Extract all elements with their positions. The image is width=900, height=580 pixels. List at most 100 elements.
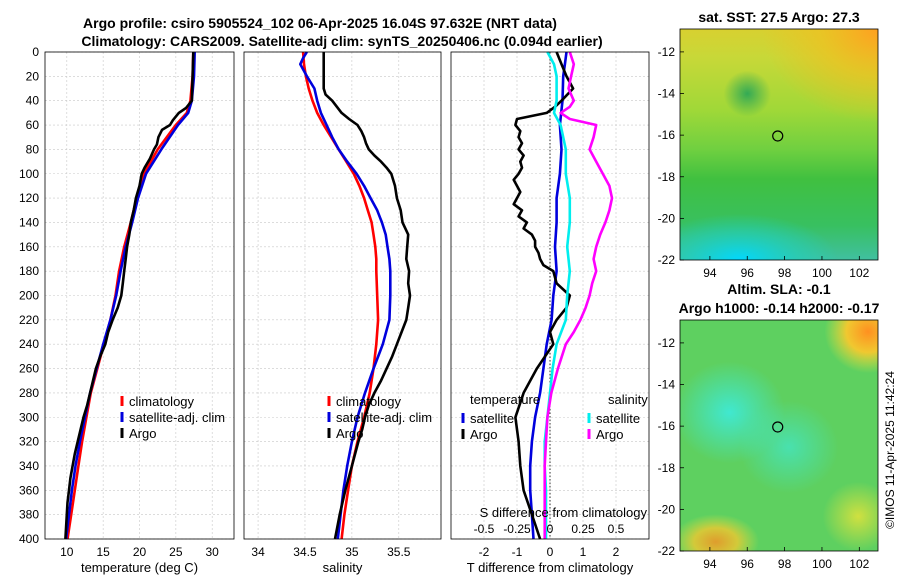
depth-tick-label: 20 [26,69,40,83]
series-line-t-argo [512,51,575,540]
legend-label: climatology [129,394,195,409]
lon-tick-label: 94 [703,266,717,280]
high-sla-region [824,320,878,374]
x-axis-label: temperature (deg C) [81,560,198,575]
lon-tick-label: 102 [849,557,869,571]
legend-label: Argo [129,426,156,441]
lat-tick-label: -20 [658,211,676,225]
depth-tick-label: 100 [19,167,39,181]
depth-tick-label: 0 [32,45,39,59]
depth-tick-label: 260 [19,362,39,376]
lat-tick-label: -20 [658,502,676,516]
x-tick-label: 20 [133,545,147,559]
lon-tick-label: 94 [703,557,717,571]
lon-tick-label: 102 [849,266,869,280]
depth-tick-label: 320 [19,435,39,449]
depth-tick-label: 180 [19,264,39,278]
map-frame [679,28,879,261]
plot-frame [450,51,650,540]
depth-tick-label: 80 [26,142,40,156]
x-tick-label: 35.5 [387,545,411,559]
top-x-tick-label: -0.25 [503,522,531,536]
depth-tick-label: 220 [19,313,39,327]
argo-float-marker [772,421,784,433]
x-tick-label: -2 [479,545,490,559]
depth-tick-label: 380 [19,508,39,522]
lon-tick-label: 98 [778,266,792,280]
profile-panels: 0204060801001201401601802002202402602803… [19,45,650,575]
low-sla-region [739,400,839,494]
x-tick-label: 34 [251,545,265,559]
legend-label: Argo [470,427,497,442]
high-sla-region [822,481,878,551]
panel-salinity: 34 34.5 35 35.5 salinity climatologysatellite… [243,51,442,575]
top-x-tick-label: -0.5 [474,522,495,536]
lat-tick-label: -22 [658,253,676,267]
legend-label: satellite [470,411,514,426]
plot-frame [243,51,442,540]
depth-tick-label: 240 [19,337,39,351]
plot-frame [44,51,235,540]
top-x-tick-label: 0 [547,522,554,536]
depth-tick-label: 160 [19,240,39,254]
top-x-tick-label: 0.5 [608,522,625,536]
cool-eddy [723,70,772,117]
sla-map: 94 96 98 100 102 -12 -14 -16 -18 -20 -22 [658,319,879,571]
map-frame [679,319,879,552]
warm-region [749,29,878,133]
depth-tick-label: 300 [19,410,39,424]
lat-tick-label: -14 [658,378,676,392]
x-tick-label: 34.5 [293,545,317,559]
x-tick-label: 15 [96,545,110,559]
x-axis-label: T difference from climatology [467,560,634,575]
depth-tick-label: 40 [26,94,40,108]
depth-tick-label: 120 [19,191,39,205]
lat-tick-label: -18 [658,461,676,475]
depth-tick-label: 360 [19,483,39,497]
legend-label: satellite [596,411,640,426]
legend-label: satellite-adj. clim [336,410,432,425]
series-line-argo [322,52,412,540]
top-x-tick-label: 0.25 [571,522,595,536]
lon-tick-label: 100 [812,557,832,571]
series-line-satellite-adj-clim [299,51,392,540]
legend-title-salinity: salinity [608,392,648,407]
series-line-s-argo [543,51,614,539]
lat-tick-label: -12 [658,336,676,350]
lon-tick-label: 98 [778,557,792,571]
figure-title-line1: Argo profile: csiro 5905524_102 06-Apr-2… [83,15,557,31]
depth-tick-label: 280 [19,386,39,400]
sla-map-title-line2: Argo h1000: -0.14 h2000: -0.17 [679,300,880,316]
depth-tick-label: 200 [19,289,39,303]
x-tick-label: 25 [169,545,183,559]
depth-tick-label: 60 [26,118,40,132]
map-image [680,320,878,551]
lon-tick-label: 96 [741,266,755,280]
figure-title-line2: Climatology: CARS2009. Satellite-adj cli… [81,33,602,49]
depth-tick-label: 140 [19,215,39,229]
lat-tick-label: -12 [658,45,676,59]
legend-label: Argo [336,426,363,441]
x-tick-label: 30 [206,545,220,559]
x-tick-label: 10 [60,545,74,559]
lat-tick-label: -14 [658,87,676,101]
x-axis-label: salinity [323,560,363,575]
lat-tick-label: -22 [658,544,676,558]
panel-difference-from-climatology: -2 -1 0 1 2T difference from climatology temp… [450,51,650,575]
x-tick-label: 1 [580,545,587,559]
high-sla-region [680,514,760,551]
legend-label: Argo [596,427,623,442]
cool-region [680,167,878,260]
x-tick-label: 35 [345,545,359,559]
sst-map-title: sat. SST: 27.5 Argo: 27.3 [698,9,860,25]
x-tick-label: 2 [613,545,620,559]
depth-tick-label: 400 [19,532,39,546]
copyright-side-label: ©IMOS 11-Apr-2025 11:42:24 [883,371,897,529]
legend-label: climatology [336,394,402,409]
top-x-axis-label: S difference from climatology [480,505,648,520]
x-tick-label: -1 [512,545,523,559]
panel-temperature: 0 20 40 60 80 100 120 140 160 180 200 220 240 260 280 3… [19,45,235,575]
lon-tick-label: 100 [812,266,832,280]
series-line-argo [64,51,195,540]
